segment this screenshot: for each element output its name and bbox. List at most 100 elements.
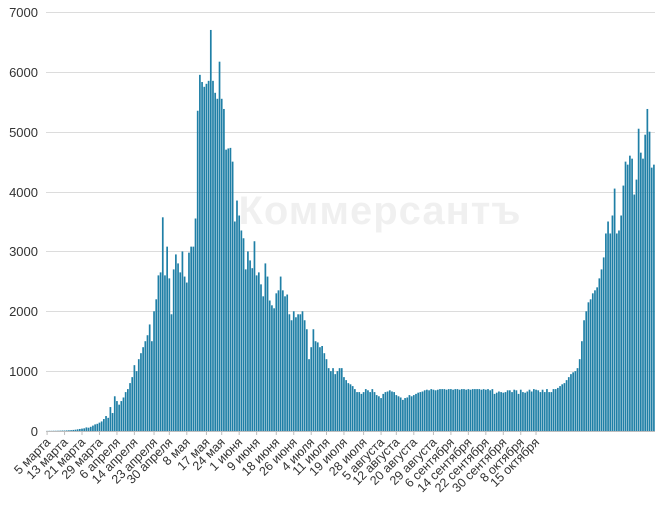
bar [631,158,633,431]
bar [391,391,393,431]
bar [539,392,542,431]
bar [552,389,555,431]
bar [570,374,572,431]
bar [408,395,411,431]
bar [334,374,337,431]
bar [161,217,164,431]
bar [190,246,192,431]
bar [498,391,500,431]
bar [253,241,256,431]
bar [458,389,461,431]
bar [474,389,476,431]
bar [113,396,116,431]
bar [144,341,147,431]
bar [644,134,647,431]
bar [576,368,579,431]
bar [89,426,92,431]
bar [511,392,513,431]
bar [229,147,232,431]
bar [124,392,127,431]
bar [522,392,524,431]
bar [192,246,195,431]
y-tick-label: 6000 [9,65,38,80]
bar [421,391,424,431]
bar [642,158,644,431]
bar [185,282,188,431]
bar [196,110,199,431]
bar [537,390,540,431]
bar [565,380,568,431]
bar [465,389,468,431]
bar [443,389,446,431]
bar [251,268,254,431]
bar [316,342,319,431]
bar [85,427,88,431]
bar [583,320,585,431]
bar [347,383,350,431]
bar [321,346,323,431]
bar [546,389,548,431]
bar [303,320,306,431]
bar [375,395,378,431]
bar [482,389,485,431]
bar [277,290,280,431]
bar [609,233,612,431]
y-axis: 0 1000 2000 3000 4000 5000 6000 7000 [9,5,38,439]
bar [127,389,129,431]
bar [153,311,155,431]
bar [388,390,391,431]
bar [648,131,651,431]
bar [574,371,577,431]
bar [146,335,149,431]
bar [290,320,293,431]
bar [255,275,258,431]
bar [384,392,387,431]
bar [410,396,413,431]
bar [227,148,230,431]
bar [299,314,302,431]
bar [567,377,570,431]
bar [87,427,90,431]
bar [312,329,315,431]
bar [275,293,278,431]
bar [653,164,655,431]
bar [460,389,463,431]
bar [336,371,339,431]
bar [452,389,454,431]
bar [92,425,94,431]
bar [543,392,546,431]
bar [238,215,241,431]
bar [142,347,144,431]
bar [480,389,483,431]
bar [426,389,428,431]
bar [181,251,184,431]
bar [284,296,286,431]
bar [76,429,79,431]
bar [133,365,136,431]
bar [194,218,197,431]
bar [292,311,295,431]
bar [81,428,83,431]
bar [432,389,435,431]
bar [236,200,238,431]
bar [349,384,352,431]
bar [233,221,236,431]
bar [415,393,417,431]
bar [639,152,642,431]
bar [395,395,398,431]
bar [412,395,415,431]
bar [441,389,444,431]
bar [445,389,448,431]
bar [428,390,430,431]
bar [581,341,583,431]
bar [491,389,494,431]
bar [598,278,601,431]
bar [207,80,210,431]
bar [260,284,262,431]
bar [159,272,162,431]
bar [519,389,522,431]
bar [591,293,594,431]
bar [244,269,247,431]
bar [504,392,507,431]
bar [74,429,77,431]
